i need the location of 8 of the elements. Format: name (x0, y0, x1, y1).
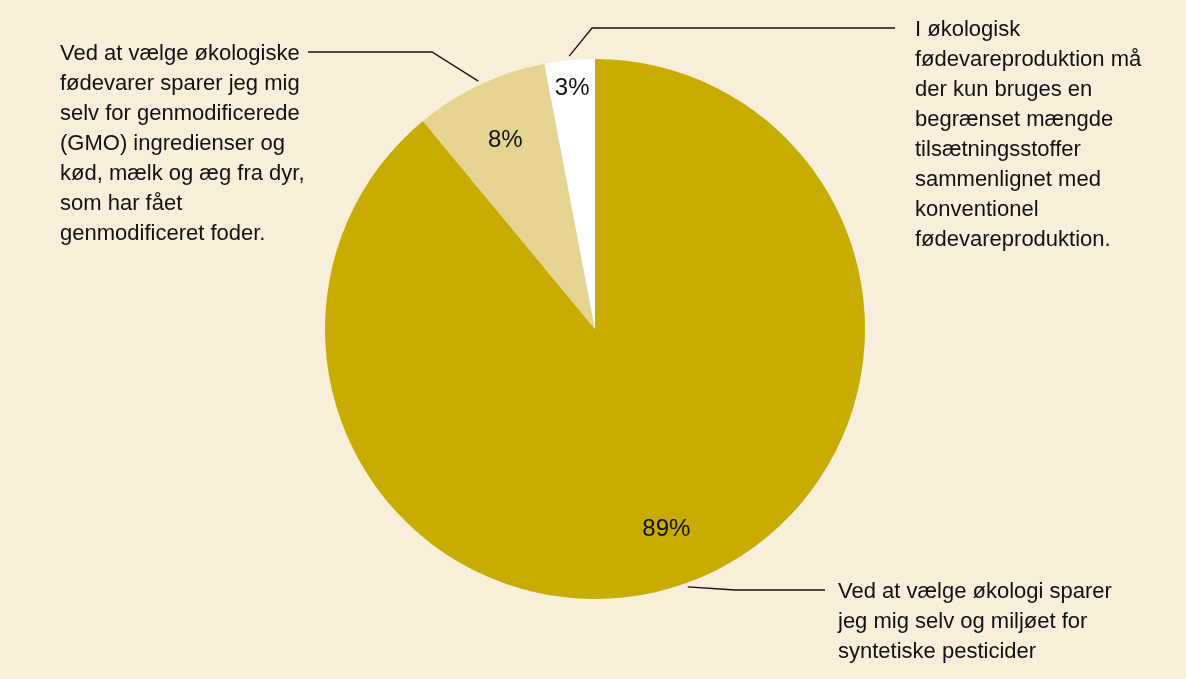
slice-label: Ved at vælge økologi sparer jeg mig selv og miljøet for syntetiske pesticider (837, 578, 1112, 663)
slice-label: I økologisk fødevareproduktion må der kun bruges en begrænset mængde tilsætningsstoffer sammenlignet med konventionel fødevareproduktion. (915, 16, 1142, 251)
pie-slice (422, 63, 595, 329)
data-label: 8% (487, 124, 523, 152)
data-label: 89% (642, 513, 691, 541)
data-label: 3% (554, 73, 590, 101)
pie-slice (544, 59, 595, 329)
slice-label: Ved at vælge økologiske fødevarer sparer jeg mig selv for genmodificerede (GMO) ingredienser og kød, mælk og æg fra dyr, som har fået genmodificeret foder. (60, 40, 305, 245)
